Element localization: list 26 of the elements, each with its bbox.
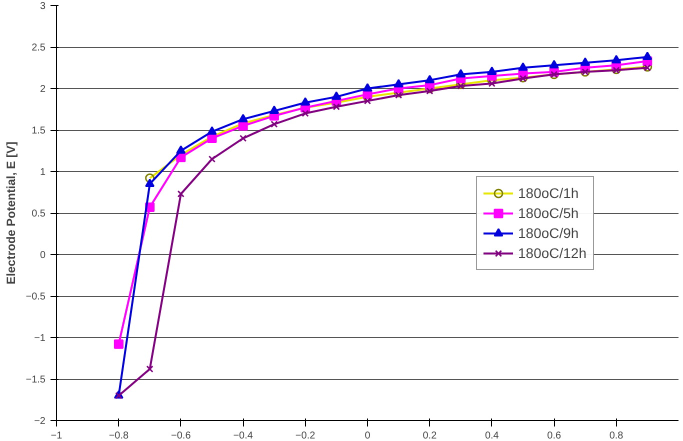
y-tick-label: 3	[40, 1, 46, 12]
x-tick-label: 0.2	[422, 430, 438, 441]
y-axis-title: Electrode Potential, E [V]	[4, 142, 18, 284]
y-tick-label: 2	[40, 84, 46, 95]
y-tick-label: 0	[40, 250, 46, 261]
x-tick-label: −0.2	[295, 430, 316, 441]
legend-label: 180oC/9h	[518, 225, 579, 241]
x-tick-label: 0	[364, 430, 371, 441]
y-tick-label: −1.5	[26, 374, 46, 386]
x-tick-label: −0.8	[108, 430, 130, 441]
y-tick-label: 0.5	[32, 208, 46, 220]
y-tick-label: −1	[34, 333, 46, 344]
y-tick-label: −2	[34, 416, 46, 427]
y-tick-label: 1.5	[32, 126, 46, 136]
x-tick-label: 0.6	[547, 430, 562, 441]
x-tick-label: −0.4	[233, 430, 254, 441]
legend-label: 180oC/1h	[518, 185, 579, 201]
x-tick-label: 0.8	[609, 430, 624, 441]
legend-label: 180oC/12h	[518, 245, 587, 261]
x-tick-label: 0.4	[484, 430, 500, 441]
x-tick-label: −1	[50, 430, 63, 441]
y-tick-label: 2.5	[32, 42, 46, 54]
legend-label: 180oC/5h	[518, 205, 579, 221]
y-tick-label: 1	[40, 167, 46, 178]
y-tick-label: −0.5	[26, 292, 46, 302]
x-tick-label: −0.6	[171, 430, 192, 441]
